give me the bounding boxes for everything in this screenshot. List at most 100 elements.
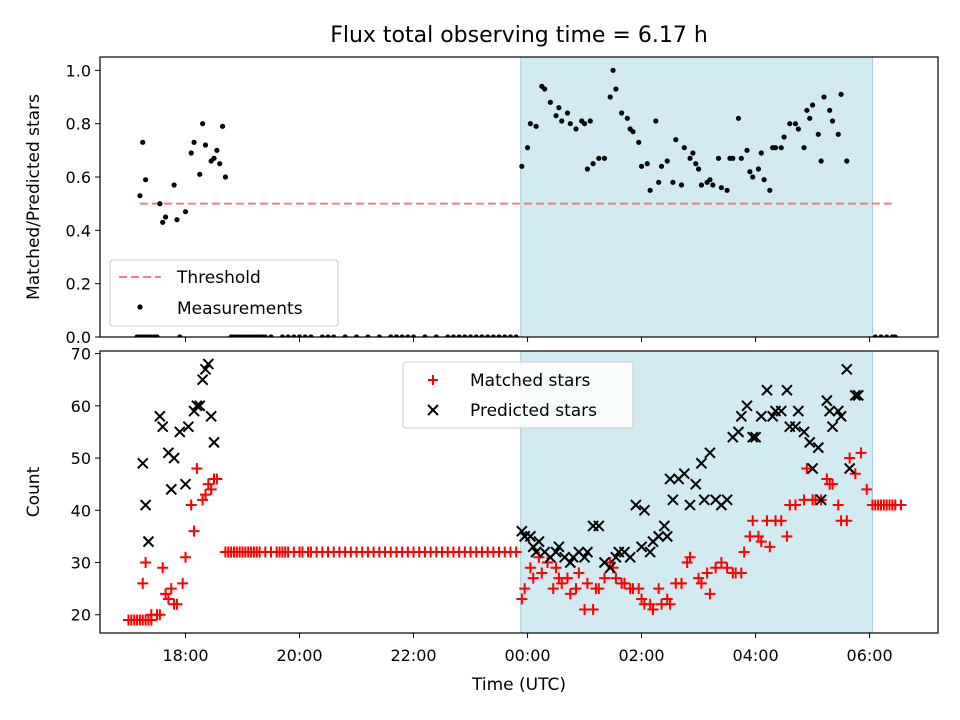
predicted-stars-point <box>849 389 862 402</box>
matched-stars-point <box>895 499 907 511</box>
predicted-stars-point <box>530 546 542 558</box>
predicted-stars-point <box>690 478 702 490</box>
predicted-stars-point <box>652 530 665 543</box>
predicted-stars-point <box>741 400 753 412</box>
predicted-stars-point <box>695 457 708 469</box>
measurement-point <box>710 182 716 188</box>
measurement-point <box>524 145 531 151</box>
matched-stars-point <box>211 473 223 485</box>
measurement-point <box>567 121 573 127</box>
measurement-point <box>160 219 166 225</box>
measurement-point <box>140 139 146 145</box>
measurement-point <box>214 147 220 153</box>
measurement-point <box>553 113 559 119</box>
predicted-stars-point <box>852 389 864 402</box>
y-tick-label: 0.2 <box>66 275 91 294</box>
measurement-point <box>581 121 588 127</box>
legend-series-label: Predicted stars <box>470 401 597 421</box>
measurement-point <box>496 334 502 337</box>
measurement-point <box>772 145 779 151</box>
measurement-point <box>376 334 382 337</box>
legend-series-swatch <box>427 404 439 416</box>
measurement-point <box>171 182 177 188</box>
measurement-point <box>200 121 206 127</box>
predicted-stars-point <box>843 462 856 475</box>
measurement-point <box>815 131 821 137</box>
matched-stars-point <box>154 609 166 621</box>
predicted-stars-point <box>704 447 716 459</box>
measurement-point <box>673 137 679 143</box>
measurement-point <box>342 334 348 337</box>
y-tick-label: 30 <box>71 554 91 573</box>
measurement-point <box>738 155 744 161</box>
measurement-point <box>664 158 670 164</box>
measurement-point <box>143 177 149 183</box>
measurement-point <box>479 334 485 337</box>
measurement-point <box>197 171 203 177</box>
measurement-point <box>587 118 593 124</box>
measurement-point <box>393 334 400 337</box>
matched-stars-point <box>855 447 867 459</box>
measurement-point <box>450 334 457 337</box>
predicted-stars-point <box>137 457 149 469</box>
measurement-point <box>399 334 405 337</box>
measurement-point <box>801 145 807 151</box>
predicted-stars-point <box>156 421 169 433</box>
legend-box <box>109 259 339 327</box>
y-tick-label: 0.8 <box>66 115 91 134</box>
matched-stars-point <box>715 557 727 568</box>
measurement-point <box>433 334 439 337</box>
measurement-point <box>707 177 713 183</box>
measurement-point <box>693 161 699 167</box>
measurement-point <box>795 126 801 132</box>
x-tick-label: 06:00 <box>847 646 893 665</box>
measurement-point <box>690 150 696 156</box>
matched-stars-point <box>516 593 528 605</box>
measurement-point <box>268 334 274 337</box>
measurement-point <box>177 334 183 337</box>
matched-stars-point <box>675 577 687 589</box>
measurement-point <box>656 179 662 185</box>
matched-stars-point <box>564 588 576 600</box>
chart-title: Flux total observing time = 6.17 h <box>330 23 708 48</box>
measurement-point <box>653 118 659 124</box>
measurement-point <box>821 94 827 100</box>
matched-stars-point <box>191 463 203 474</box>
plot-area <box>123 358 907 626</box>
measurement-point <box>174 217 180 223</box>
measurement-point <box>211 155 217 161</box>
legend-measurements-label: Measurements <box>177 299 303 319</box>
measurement-point <box>422 334 428 337</box>
y-tick-label: 0.0 <box>66 328 91 347</box>
measurement-point <box>154 334 160 337</box>
measurement-point <box>527 121 534 127</box>
x-tick-label: 20:00 <box>276 646 322 665</box>
y-tick-label: 1.0 <box>66 61 91 80</box>
matched-stars-point <box>827 478 839 490</box>
measurement-point <box>792 121 799 127</box>
measurement-point <box>222 174 229 180</box>
measurement-point <box>308 334 314 337</box>
measurement-point <box>636 139 642 145</box>
legend-box <box>402 361 634 429</box>
measurement-point <box>467 334 474 337</box>
matched-stars-point <box>841 515 853 527</box>
measurement-point <box>670 179 676 185</box>
matched-stars-point <box>536 567 548 579</box>
measurement-point <box>838 91 844 97</box>
measurement-point <box>456 334 462 337</box>
predicted-stars-point <box>182 421 195 433</box>
matched-stars-point <box>205 483 217 495</box>
measurement-point <box>872 334 878 337</box>
predicted-stars-point <box>826 421 839 433</box>
measurement-point <box>884 334 890 337</box>
predicted-stars-point <box>174 426 186 438</box>
measurement-point <box>490 334 496 337</box>
predicted-stars-point <box>806 462 819 475</box>
measurement-point <box>559 118 565 124</box>
predicted-stars-point <box>667 494 679 506</box>
x-tick-label: 04:00 <box>733 646 779 665</box>
predicted-stars-point <box>205 410 217 422</box>
predicted-stars-point <box>815 494 827 506</box>
